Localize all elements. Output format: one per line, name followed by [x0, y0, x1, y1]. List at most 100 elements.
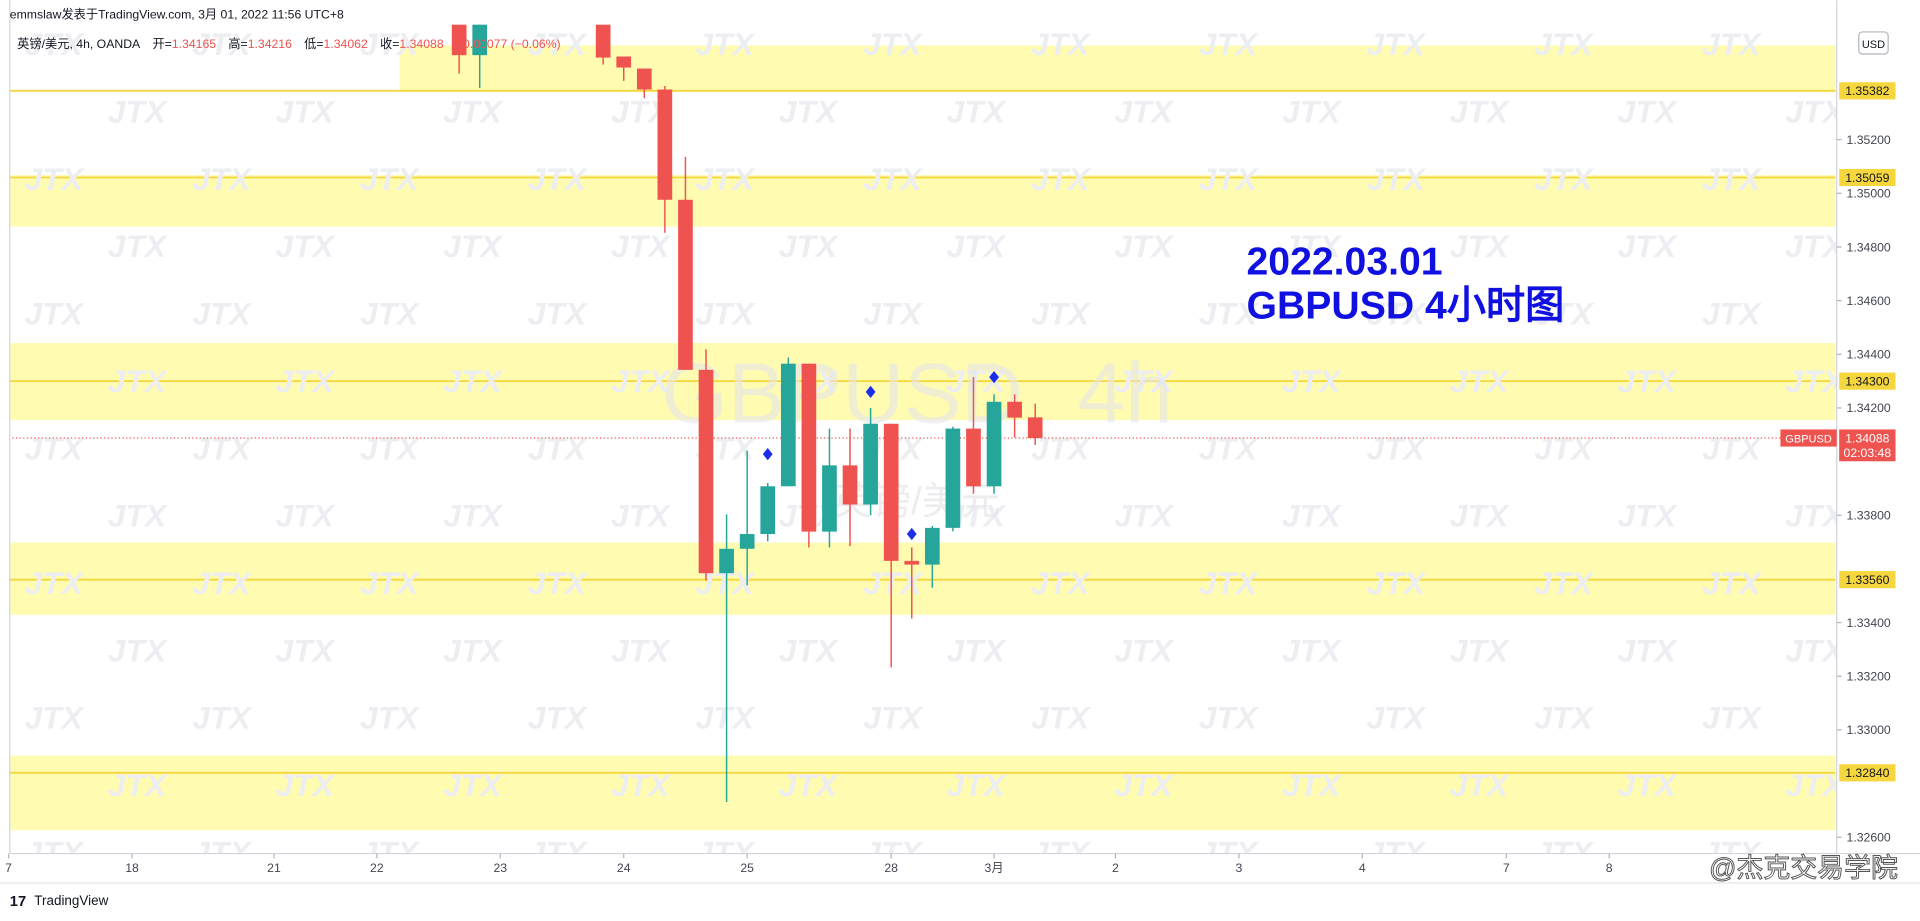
- x-tick-label: 7: [1503, 861, 1510, 875]
- watermark-pattern: JTX: [1785, 228, 1845, 264]
- legend-label: 开=: [152, 37, 171, 51]
- watermark-pattern: JTX: [108, 94, 168, 130]
- watermark-pattern: JTX: [1534, 834, 1594, 870]
- x-tick-label: 8: [1606, 861, 1613, 875]
- watermark-pattern: JTX: [1031, 26, 1091, 62]
- legend-value: 1.34062: [324, 37, 368, 51]
- watermark-pattern: JTX: [611, 228, 671, 264]
- watermark-pattern: JTX: [1282, 228, 1342, 264]
- watermark-pattern: JTX: [1199, 26, 1259, 62]
- watermark-pattern: JTX: [24, 26, 84, 62]
- watermark-pattern: JTX: [360, 26, 420, 62]
- watermark-pattern: JTX: [863, 565, 923, 601]
- watermark-pattern: JTX: [276, 498, 336, 534]
- watermark-pattern: JTX: [1785, 632, 1845, 668]
- candle-body: [863, 423, 878, 505]
- watermark-pattern: JTX: [1785, 767, 1845, 803]
- legend-label: 收=: [380, 37, 399, 51]
- level-label: 1.35382: [1845, 84, 1889, 98]
- watermark-pattern: JTX: [947, 94, 1007, 130]
- watermark-pattern: JTX: [192, 26, 252, 62]
- watermark-pattern: JTX: [696, 26, 756, 62]
- currency-box: [1858, 31, 1889, 55]
- x-tick-label: 21: [267, 861, 281, 875]
- watermark-pattern: JTX: [611, 498, 671, 534]
- watermark-pattern: JTX: [1114, 94, 1174, 130]
- watermark-pattern: JTX: [528, 834, 588, 870]
- candle-body: [698, 369, 714, 574]
- marker: [989, 370, 999, 384]
- candle-body: [657, 89, 673, 200]
- legend-label: 高=: [228, 36, 247, 51]
- watermark-pattern: JTX: [1282, 632, 1342, 668]
- watermark-pattern: JTX: [1031, 565, 1091, 601]
- candle-body: [822, 465, 837, 532]
- watermark-pattern: JTX: [24, 296, 84, 332]
- last-price-bg: [1839, 429, 1896, 462]
- watermark-pattern: JTX: [863, 161, 923, 197]
- y-tick-label: 1.35000: [1847, 187, 1891, 201]
- watermark-pattern: JTX: [1199, 565, 1259, 601]
- watermark-pattern: JTX: [779, 94, 839, 130]
- watermark-pattern: JTX: [863, 26, 923, 62]
- marker: [762, 447, 773, 461]
- watermark-pattern: JTX: [863, 700, 923, 736]
- watermark-pattern: JTX: [360, 700, 420, 736]
- watermark-pattern: JTX: [1785, 94, 1845, 130]
- level-label: 1.33560: [1845, 573, 1889, 587]
- x-tick-label: 25: [740, 861, 754, 875]
- watermark-pattern: JTX: [443, 632, 503, 668]
- y-tick-label: 1.34400: [1847, 348, 1891, 362]
- watermark-pattern: JTX: [1199, 296, 1259, 332]
- watermark-pattern: JTX: [360, 834, 420, 870]
- brand: TradingView: [34, 893, 108, 908]
- watermark-pattern: JTX: [1450, 767, 1510, 803]
- annotation: GBPUSD 4小时图: [1247, 284, 1565, 327]
- watermark-name: 英镑/美元: [833, 480, 1001, 523]
- watermark-pattern: JTX: [1702, 430, 1762, 466]
- watermark-pattern: JTX: [528, 700, 588, 736]
- axes: 1.35382 1.35059 1.34300 1.33560 1.32840 1.326…: [5, 82, 1896, 875]
- legend-gap: [292, 37, 304, 51]
- zone: [9, 755, 1836, 831]
- watermark-pattern: JTX: [276, 363, 336, 399]
- currency: USD: [1862, 39, 1885, 51]
- watermark-pattern: JTX: [1282, 498, 1342, 534]
- watermark-pattern: JTX: [528, 161, 588, 197]
- candle-body: [883, 423, 899, 561]
- watermark-pattern: JTX: [1618, 94, 1678, 130]
- zone: [399, 45, 1836, 92]
- watermark-pattern: JTX: [1534, 700, 1594, 736]
- watermark-pattern: JTX: [1618, 228, 1678, 264]
- legend-value: 1.34088: [399, 37, 443, 51]
- last-price-countdown: 02:03:48: [1844, 446, 1892, 460]
- watermark-pattern: JTX: [360, 161, 420, 197]
- watermark-pattern: JTX: [528, 430, 588, 466]
- x-tick-label: 7: [5, 861, 12, 875]
- credit: @杰克交易学院: [1709, 853, 1898, 883]
- watermark-pattern: JTX: [1367, 430, 1427, 466]
- legend-symbol: 英镑/美元, 4h, OANDA: [17, 36, 141, 51]
- watermark-pattern: JTX: [1031, 296, 1091, 332]
- x-tick-label: 3: [1235, 861, 1242, 875]
- watermark-pattern: JTX: [1367, 565, 1427, 601]
- level-label-bg: [1839, 571, 1896, 589]
- y-tick-label: 1.32600: [1847, 830, 1891, 844]
- watermark-pattern: JTX: [1114, 767, 1174, 803]
- zone: [9, 542, 1836, 615]
- watermark-pattern: JTX: [443, 363, 503, 399]
- watermark-pattern: JTX: [1031, 834, 1091, 870]
- legend-label: 低=: [304, 37, 323, 51]
- watermark-pattern: JTX: [1534, 161, 1594, 197]
- watermark-pattern: JTX: [1618, 632, 1678, 668]
- candle-body: [595, 24, 611, 58]
- watermark-pattern: JTX: [443, 498, 503, 534]
- candle-body: [636, 68, 652, 90]
- watermark-pattern: JTX: [276, 767, 336, 803]
- watermark-pattern: JTX: [1450, 632, 1510, 668]
- watermark-pattern: JTX: [1534, 296, 1594, 332]
- watermark-pattern: JTX: [528, 565, 588, 601]
- level-label-bg: [1839, 168, 1896, 187]
- brand-logo: 17: [10, 894, 26, 910]
